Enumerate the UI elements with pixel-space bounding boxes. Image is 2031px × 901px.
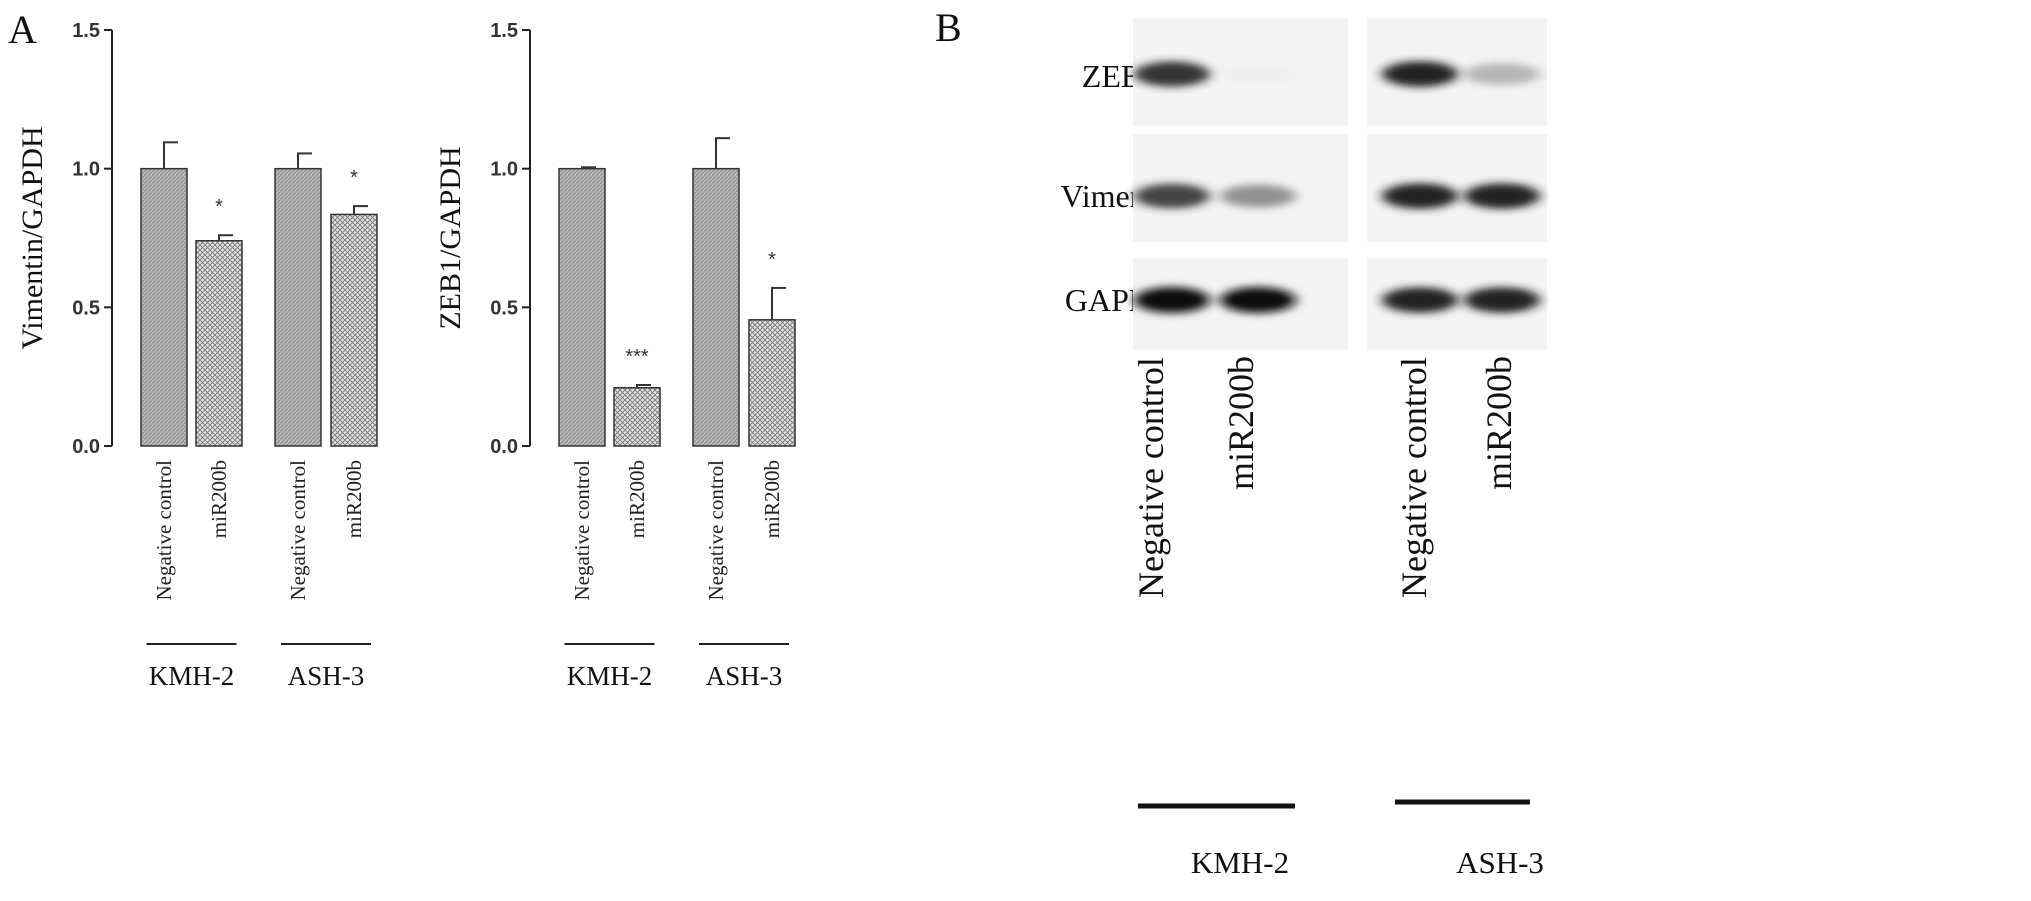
x-category-label: miR200b <box>342 460 366 538</box>
bar-2 <box>613 387 661 447</box>
bar-4 <box>748 319 796 447</box>
y-tick-label: 1.0 <box>72 159 100 181</box>
y-tick-label: 0.0 <box>490 436 518 458</box>
blot-band <box>1220 184 1296 208</box>
blot-band <box>1134 61 1210 87</box>
panel-a-letter: A <box>8 7 37 52</box>
bar-4 <box>330 213 378 447</box>
group-label: KMH-2 <box>149 661 235 691</box>
panel-b-letter: B <box>935 5 962 50</box>
x-category-label: Negative control <box>152 460 176 601</box>
group-label: KMH-2 <box>567 661 653 691</box>
blot-group-label-kmh2: KMH-2 <box>1190 845 1290 880</box>
y-tick-label: 1.0 <box>490 159 518 181</box>
y-axis-label: ZEB1/GAPDH <box>434 146 467 329</box>
blot-band <box>1464 183 1540 209</box>
group-label: ASH-3 <box>288 661 365 691</box>
blot-band <box>1382 287 1458 313</box>
lane-label-ash3-negative-control: Negative control <box>1394 357 1434 598</box>
blot-band <box>1220 64 1296 84</box>
blot-band <box>1382 61 1458 87</box>
y-tick-label: 1.5 <box>72 20 100 42</box>
x-category-label: miR200b <box>760 460 784 538</box>
blot-band <box>1382 183 1458 209</box>
y-tick-label: 0.5 <box>72 297 100 319</box>
western-blot-panel: ZEB1 Vimentin GAPDH Negative control miR… <box>1061 0 2031 901</box>
blot-band <box>1464 63 1540 85</box>
bar-3 <box>274 167 322 447</box>
x-category-label: miR200b <box>207 460 231 538</box>
vimentin-bar-chart: 0.0 0.5 1.0 1.5 Vimentin/GAPDH Negative contr… <box>16 20 378 691</box>
x-category-label: miR200b <box>625 460 649 538</box>
bar-1 <box>558 167 606 447</box>
lane-label-kmh2-mir200b: miR200b <box>1221 355 1261 490</box>
blot-band <box>1134 183 1210 209</box>
x-category-label: Negative control <box>704 460 728 601</box>
x-category-label: Negative control <box>570 460 594 601</box>
blot-band <box>1220 287 1296 313</box>
blot-band <box>1464 287 1540 313</box>
group-label: ASH-3 <box>706 661 783 691</box>
y-tick-label: 0.5 <box>490 297 518 319</box>
blot-band <box>1134 287 1210 313</box>
y-axis-label: Vimentin/GAPDH <box>16 126 49 349</box>
lane-label-ash3-mir200b: miR200b <box>1479 355 1519 490</box>
significance-marker: * <box>215 196 223 218</box>
y-tick-label: 0.0 <box>72 436 100 458</box>
significance-marker: *** <box>625 346 649 368</box>
bar-3 <box>692 167 740 447</box>
x-category-label: Negative control <box>286 460 310 601</box>
y-tick-label: 1.5 <box>490 20 518 42</box>
significance-marker: * <box>768 249 776 271</box>
significance-marker: * <box>350 167 358 189</box>
bar-2 <box>195 240 243 447</box>
blot-group-label-ash3: ASH-3 <box>1456 845 1544 880</box>
lane-label-kmh2-negative-control: Negative control <box>1131 357 1171 598</box>
